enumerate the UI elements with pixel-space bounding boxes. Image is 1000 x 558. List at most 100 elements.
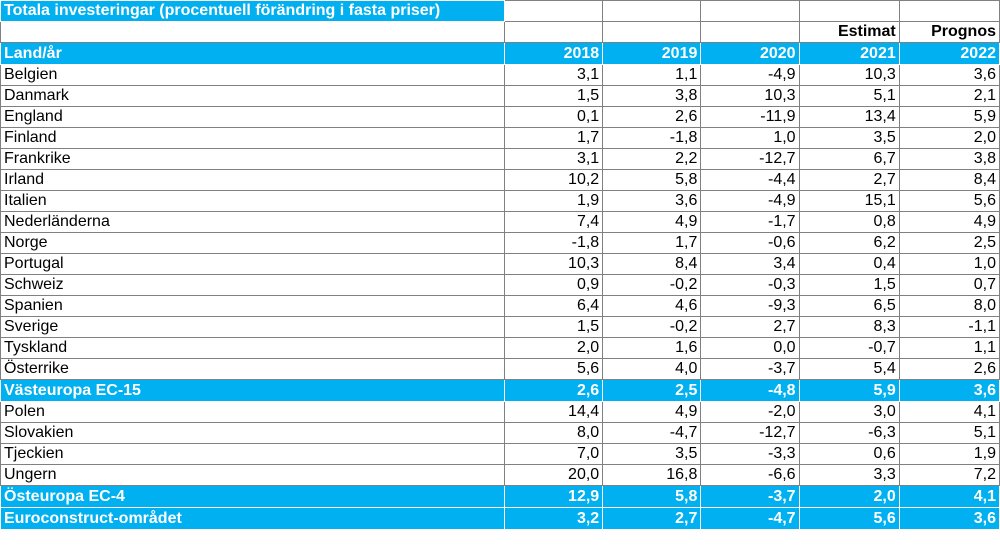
value-cell: -0,3: [700, 274, 800, 296]
value-cell: 8,0: [503, 422, 604, 444]
value-cell: 3,8: [898, 148, 1000, 170]
value-cell: 4,9: [898, 211, 1000, 233]
country-name: Belgien: [0, 64, 505, 86]
country-year-header: Land/år: [0, 42, 505, 65]
value-cell: 1,7: [503, 127, 604, 149]
value-cell: -4,9: [700, 190, 800, 212]
empty-cell: [0, 21, 505, 43]
value-cell: 2,2: [602, 148, 702, 170]
country-name: Italien: [0, 190, 505, 212]
country-name: Frankrike: [0, 148, 505, 170]
value-cell: 3,6: [898, 64, 1000, 86]
country-name: Norge: [0, 232, 505, 254]
value-cell: 2,6: [503, 379, 604, 402]
empty-cell: [798, 0, 900, 22]
value-cell: -1,8: [503, 232, 604, 254]
value-cell: 0,8: [798, 211, 900, 233]
value-cell: -4,7: [602, 422, 702, 444]
country-name: Ungern: [0, 464, 505, 486]
value-cell: 5,1: [898, 422, 1000, 444]
country-name: Portugal: [0, 253, 505, 275]
value-cell: 2,7: [700, 316, 800, 338]
year-header: 2019: [602, 42, 702, 65]
value-cell: 1,9: [503, 190, 604, 212]
value-cell: 0,1: [503, 106, 604, 128]
table-row: Tyskland 2,0 1,6 0,0 -0,7 1,1: [0, 337, 1000, 359]
country-name: Sverige: [0, 316, 505, 338]
value-cell: -2,0: [700, 401, 800, 423]
value-cell: 14,4: [503, 401, 604, 423]
value-cell: 0,9: [503, 274, 604, 296]
country-name: Schweiz: [0, 274, 505, 296]
value-cell: 10,3: [700, 85, 800, 107]
value-cell: -9,3: [700, 295, 800, 317]
value-cell: 1,5: [798, 274, 900, 296]
table-row: Portugal 10,3 8,4 3,4 0,4 1,0: [0, 253, 1000, 275]
value-cell: 3,8: [602, 85, 702, 107]
empty-cell: [602, 0, 702, 22]
table-row: England 0,1 2,6 -11,9 13,4 5,9: [0, 106, 1000, 128]
value-cell: 6,7: [798, 148, 900, 170]
value-cell: -4,9: [700, 64, 800, 86]
value-cell: 1,6: [602, 337, 702, 359]
value-cell: 3,6: [898, 507, 1000, 530]
table-row: Danmark 1,5 3,8 10,3 5,1 2,1: [0, 85, 1000, 107]
value-cell: 8,3: [798, 316, 900, 338]
value-cell: 4,6: [602, 295, 702, 317]
value-cell: 16,8: [602, 464, 702, 486]
value-cell: 1,0: [898, 253, 1000, 275]
country-name: Danmark: [0, 85, 505, 107]
value-cell: 1,7: [602, 232, 702, 254]
value-cell: 2,5: [602, 379, 702, 402]
value-cell: 3,0: [798, 401, 900, 423]
value-cell: 10,3: [798, 64, 900, 86]
country-name: Irland: [0, 169, 505, 191]
year-header: 2021: [798, 42, 900, 65]
value-cell: 5,4: [798, 358, 900, 380]
value-cell: -12,7: [700, 422, 800, 444]
value-cell: 10,3: [503, 253, 604, 275]
title-row: Totala investeringar (procentuell föränd…: [0, 0, 1000, 22]
subheader-row: Estimat Prognos: [0, 21, 1000, 43]
value-cell: 2,0: [798, 485, 900, 508]
table-row: Österrike 5,6 4,0 -3,7 5,4 2,6: [0, 358, 1000, 380]
value-cell: 8,0: [898, 295, 1000, 317]
value-cell: 5,8: [602, 485, 702, 508]
investment-table: Totala investeringar (procentuell föränd…: [0, 0, 1000, 530]
table-row: Belgien 3,1 1,1 -4,9 10,3 3,6: [0, 64, 1000, 86]
table-row: Polen 14,4 4,9 -2,0 3,0 4,1: [0, 401, 1000, 423]
country-name: Östeuropa EC-4: [0, 485, 505, 508]
value-cell: 5,8: [602, 169, 702, 191]
table-row: Nederländerna 7,4 4,9 -1,7 0,8 4,9: [0, 211, 1000, 233]
year-header: 2018: [503, 42, 604, 65]
table-title: Totala investeringar (procentuell föränd…: [0, 0, 505, 22]
empty-cell: [503, 21, 604, 43]
country-name: Tjeckien: [0, 443, 505, 465]
value-cell: -1,7: [700, 211, 800, 233]
value-cell: 2,1: [898, 85, 1000, 107]
value-cell: 1,9: [898, 443, 1000, 465]
value-cell: 3,2: [503, 507, 604, 530]
empty-cell: [503, 0, 604, 22]
value-cell: 8,4: [602, 253, 702, 275]
value-cell: 5,1: [798, 85, 900, 107]
value-cell: 1,1: [898, 337, 1000, 359]
value-cell: 4,9: [602, 401, 702, 423]
forecast-label: Prognos: [898, 21, 1000, 43]
value-cell: -3,7: [700, 358, 800, 380]
value-cell: 4,9: [602, 211, 702, 233]
value-cell: 7,4: [503, 211, 604, 233]
value-cell: 0,0: [700, 337, 800, 359]
value-cell: 5,6: [898, 190, 1000, 212]
value-cell: 6,5: [798, 295, 900, 317]
value-cell: -11,9: [700, 106, 800, 128]
value-cell: 10,2: [503, 169, 604, 191]
value-cell: -6,3: [798, 422, 900, 444]
value-cell: 2,7: [602, 507, 702, 530]
year-header: 2020: [700, 42, 800, 65]
country-name: Spanien: [0, 295, 505, 317]
value-cell: 3,4: [700, 253, 800, 275]
value-cell: -0,6: [700, 232, 800, 254]
country-name: Euroconstruct-området: [0, 507, 505, 530]
country-name: Finland: [0, 127, 505, 149]
